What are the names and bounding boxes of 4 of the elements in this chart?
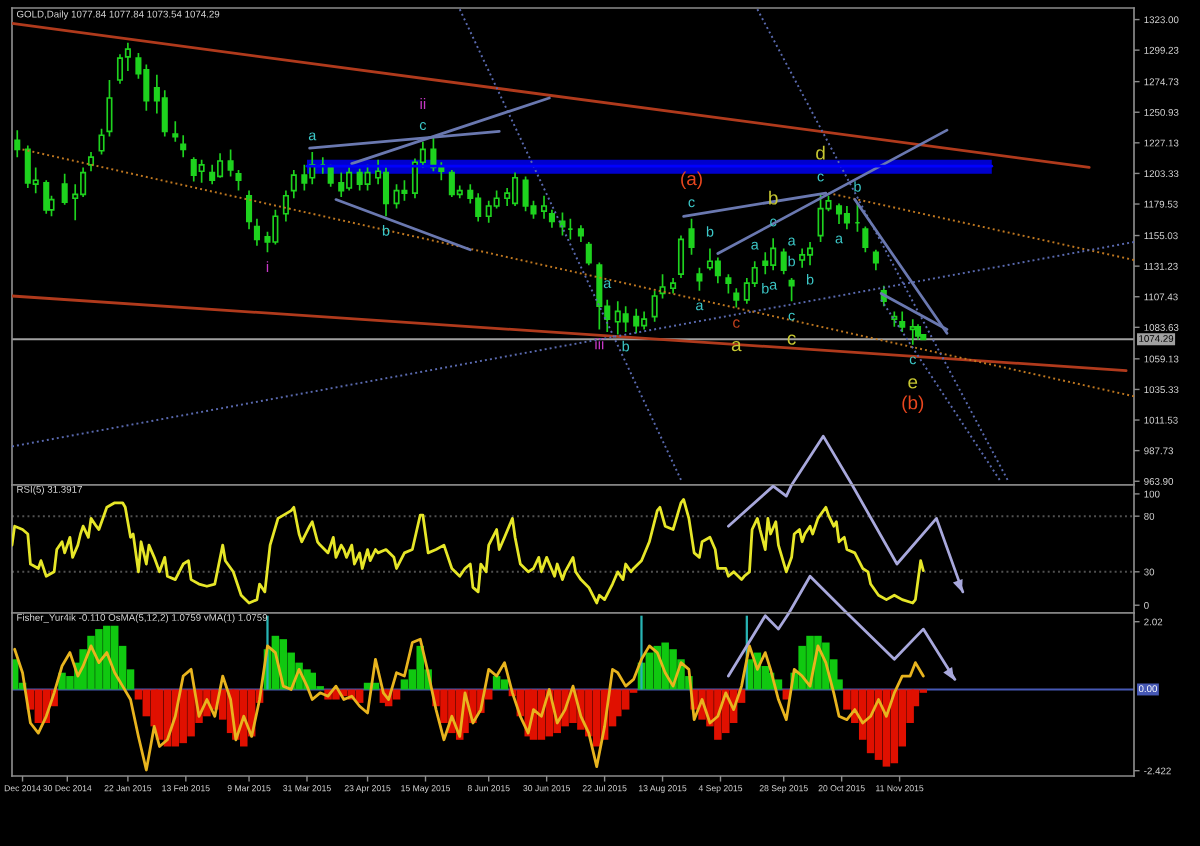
annotation: d [816,145,825,160]
annotation: (b) [902,395,924,414]
annotation: e [908,378,918,389]
annotation: (a) [681,171,702,190]
